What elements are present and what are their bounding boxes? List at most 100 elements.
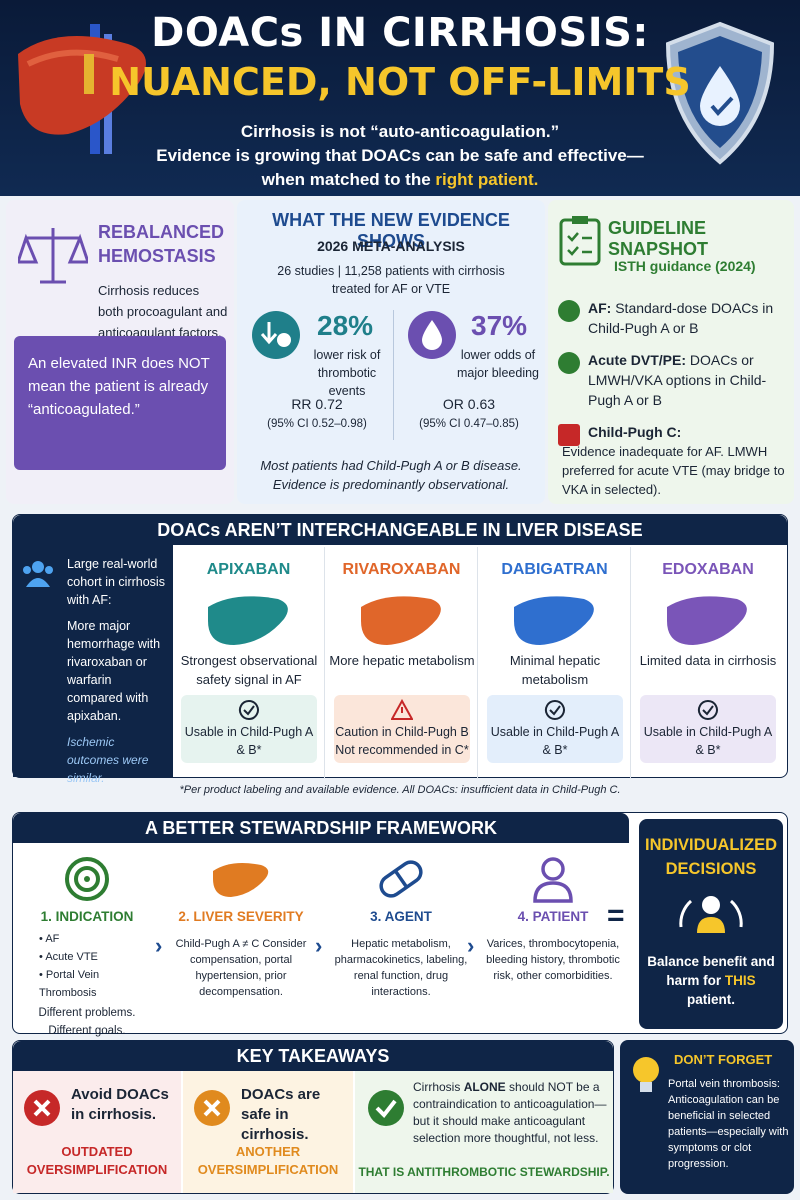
liver-icon (667, 596, 747, 645)
framework-step: 2. LIVER SEVERITY Child-Pugh A ≠ C Consi… (171, 847, 311, 1031)
takeaway-statement: DOACs are safe in cirrhosis. (241, 1086, 321, 1143)
title: DOACs IN CIRRHOSIS: (151, 10, 649, 56)
text: AF (45, 933, 60, 945)
pill-icon (379, 860, 423, 898)
status-icon (697, 700, 718, 720)
target-icon (65, 857, 109, 901)
drug-description: Minimal hepatic metabolism (509, 653, 601, 687)
cohort-note: Ischemic outcomes were similar. (67, 735, 149, 785)
evidence-panel: WHAT THE NEW EVIDENCE SHOWS 2026 META-AN… (237, 200, 545, 504)
drug-card: APIXABAN Strongest observational safety s… (173, 547, 325, 779)
drug-name: APIXABAN (206, 561, 291, 578)
step-bullets: • AF • Acute VTE • Portal Vein Thrombosi… (39, 930, 157, 1002)
reminder-box: DON’T FORGET Portal vein thrombosis: Ant… (620, 1040, 794, 1194)
step-title: 4. PATIENT (517, 909, 589, 924)
text: patient. (686, 992, 735, 1007)
item-label: Child-Pugh C: (588, 424, 682, 440)
panel-title: REBALANCED HEMOSTASIS (98, 222, 224, 266)
text: Balance benefit and harm for (647, 954, 775, 988)
guideline-panel: GUIDELINE SNAPSHOT ISTH guidance (2024) … (548, 200, 794, 504)
equals-sign: = (607, 899, 625, 932)
section-title: KEY TAKEAWAYS (13, 1041, 613, 1071)
thrombus-icon (252, 311, 300, 359)
title-highlight: NUANCED, NOT OFF-LIMITS (109, 60, 691, 104)
item-text: DOACs or LMWH/VKA options in Child-Pugh … (588, 352, 767, 408)
status-text: Usable in Child-Pugh A & B* (490, 725, 620, 757)
guideline-item: AF: Standard-dose DOACs in Child-Pugh A … (558, 298, 782, 338)
step-bullet: • Acute VTE (39, 951, 98, 963)
item-text: Standard-dose DOACs in Child-Pugh A or B (588, 300, 774, 336)
drug-card: EDOXABAN Limited data in cirrhosis Usable … (632, 547, 784, 779)
panel-title: WHAT THE NEW EVIDENCE SHOWS (272, 210, 510, 251)
framework-step: 4. PATIENT Varices, thrombocytopenia, bl… (483, 847, 623, 1031)
liver-icon (208, 596, 288, 645)
cohort-finding: More major hemorrhage with rivaroxaban o… (67, 619, 161, 723)
arrow: › (467, 933, 475, 958)
drug-card: DABIGATRAN Minimal hepatic metabolism Usab… (479, 547, 631, 779)
takeaway-statement: Cirrhosis ALONE should NOT be a contrain… (413, 1079, 609, 1147)
section-title: A BETTER STEWARDSHIP FRAMEWORK (13, 813, 629, 843)
header: DOACs IN CIRRHOSIS: NUANCED, NOT OFF-LIM… (0, 0, 800, 196)
panel-text: Cirrhosis reduces both procoagulant and … (98, 283, 228, 340)
framework-step: 3. AGENT Hepatic metabolism, pharmacokin… (331, 847, 471, 1031)
scale-icon (18, 228, 88, 284)
stat-value: 28% (317, 310, 374, 341)
subtitle-line: Cirrhosis is not “auto-anticoagulation.” (240, 122, 560, 141)
takeaway: DOACs are safe in cirrhosis. ANOTHER OVE… (183, 1071, 353, 1193)
stat-ratio: RR 0.72 (291, 396, 343, 412)
step-bullet: • Portal Vein Thrombosis (39, 969, 100, 999)
reminder-text: Portal vein thrombosis: Anticoagulation … (668, 1078, 789, 1170)
status-icon (391, 699, 413, 720)
blood-drop-icon (408, 311, 456, 359)
drug-name: EDOXABAN (662, 561, 754, 578)
liver-icon (213, 863, 269, 897)
result-text: Balance benefit and harm for THIS patien… (639, 952, 783, 1009)
step-bullet: • AF (39, 933, 60, 945)
item-text: Evidence inadequate for AF. LMWH preferr… (562, 444, 785, 497)
takeaway: Cirrhosis ALONE should NOT be a contrain… (355, 1071, 613, 1193)
drug-card: RIVAROXABAN More hepatic metabolism Cautio… (326, 547, 478, 779)
step-text: Varices, thrombocytopenia, bleeding hist… (486, 938, 620, 982)
takeaways-section: KEY TAKEAWAYS Avoid DOACs in cirrhosis. … (12, 1040, 614, 1194)
clipboard-icon (559, 216, 601, 266)
drug-status: Usable in Child-Pugh A & B* (640, 695, 776, 763)
text: Acute VTE (45, 951, 98, 963)
drug-status: Caution in Child-Pugh B Not recommended … (334, 695, 470, 763)
x-icon (194, 1090, 230, 1126)
drug-name: DABIGATRAN (501, 561, 608, 578)
guideline-source: ISTH guidance (2024) (614, 258, 756, 274)
x-icon (24, 1090, 60, 1126)
guideline-item: Acute DVT/PE: DOACs or LMWH/VKA options … (558, 350, 782, 410)
balance-icon (679, 896, 743, 933)
subtitle-highlight: right patient. (435, 170, 539, 189)
framework-section: A BETTER STEWARDSHIP FRAMEWORK 1. INDICA… (12, 812, 788, 1037)
study-description: 26 studies | 11,258 patients with cirrho… (277, 264, 505, 296)
step-title: 3. AGENT (370, 909, 432, 924)
panel-title: GUIDELINE SNAPSHOT (608, 218, 709, 259)
step-text: Different problems. Different goals. (38, 1007, 136, 1037)
liver-icon (361, 596, 441, 645)
subtitle-line: when matched to the (261, 170, 431, 189)
step-text: Child-Pugh A ≠ C Consider compensation, … (175, 938, 307, 998)
stat-label: lower risk of thrombotic events (313, 348, 381, 398)
liver-illustration (18, 24, 146, 154)
text: Portal Vein Thrombosis (39, 969, 100, 999)
guideline-item: Child-Pugh C: Evidence inadequate for AF.… (558, 422, 794, 499)
stat-ratio: OR 0.63 (442, 396, 496, 412)
result-title: INDIVIDUALIZED DECISIONS (645, 836, 777, 878)
evidence-note: Most patients had Child-Pugh A or B dise… (260, 458, 522, 492)
result-box: INDIVIDUALIZED DECISIONS Balance benefit… (639, 819, 783, 1029)
takeaway-verdict: ANOTHER OVERSIMPLIFICATION (197, 1144, 339, 1177)
bulb-icon (633, 1057, 659, 1092)
footnote: *Per product labeling and available evid… (179, 784, 621, 796)
takeaway-statement: Avoid DOACs in cirrhosis. (71, 1086, 169, 1123)
takeaway: Avoid DOACs in cirrhosis. OUTDATED OVERS… (13, 1071, 181, 1193)
callout: An elevated INR does NOT mean the patien… (14, 336, 226, 470)
section-title: DOACs AREN’T INTERCHANGEABLE IN LIVER DI… (13, 515, 787, 545)
text: THIS (724, 973, 756, 988)
drug-description: Strongest observational safety signal in… (180, 653, 318, 687)
drug-description: More hepatic metabolism (329, 653, 475, 668)
status-text: Usable in Child-Pugh A & B* (184, 725, 314, 757)
text: Cirrhosis (413, 1080, 461, 1094)
takeaway-verdict: OUTDATED OVERSIMPLIFICATION (26, 1144, 168, 1177)
